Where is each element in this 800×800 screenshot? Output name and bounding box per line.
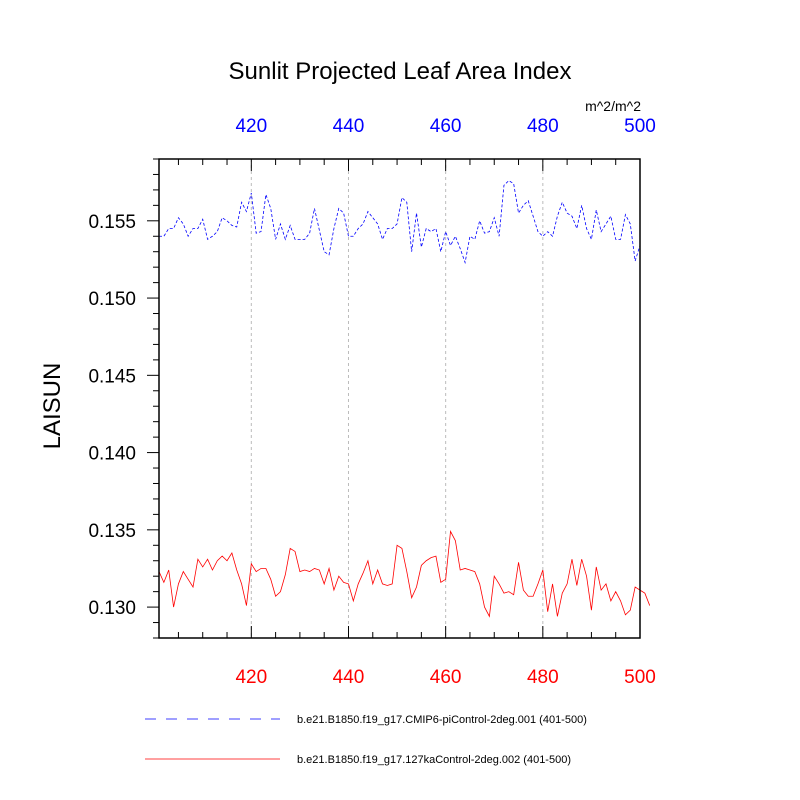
x-tick-label-bottom: 500 (624, 667, 656, 688)
x-tick-label-top: 500 (624, 116, 656, 137)
legend: b.e21.B1850.f19_g17.CMIP6-piControl-2deg… (145, 714, 587, 766)
axis-ticks (147, 158, 641, 639)
y-axis-label: LAISUN (39, 363, 66, 450)
x-tick-label-bottom: 480 (527, 667, 559, 688)
x-tick-label-bottom: 420 (235, 667, 267, 688)
y-tick-label: 0.145 (88, 366, 136, 387)
x-tick-label-top: 480 (527, 116, 559, 137)
y-tick-label: 0.135 (88, 521, 136, 542)
legend-label: b.e21.B1850.f19_g17.CMIP6-piControl-2deg… (297, 714, 587, 726)
y-tick-label: 0.140 (88, 444, 136, 465)
y-tick-label: 0.150 (88, 289, 136, 310)
series-line-127ka (158, 530, 651, 618)
y-tick-label: 0.130 (88, 598, 136, 619)
x-tick-label-bottom: 440 (333, 667, 365, 688)
plot-frame (158, 158, 641, 639)
units-label: m^2/m^2 (585, 98, 641, 114)
legend-label: b.e21.B1850.f19_g17.127kaControl-2deg.00… (297, 754, 571, 766)
x-tick-label-top: 440 (333, 116, 365, 137)
series-line-picontrol (159, 180, 641, 265)
x-tick-label-bottom: 460 (430, 667, 462, 688)
y-tick-label: 0.155 (88, 212, 136, 233)
axis-labels: 420 420 440 440 460 460 480 480 500 500 0.130 0.135… (88, 116, 655, 688)
chart-title: Sunlit Projected Leaf Area Index (229, 58, 572, 85)
x-tick-label-top: 420 (235, 116, 267, 137)
series-layer (158, 180, 651, 618)
grid-lines (250, 159, 544, 638)
x-tick-label-top: 460 (430, 116, 462, 137)
